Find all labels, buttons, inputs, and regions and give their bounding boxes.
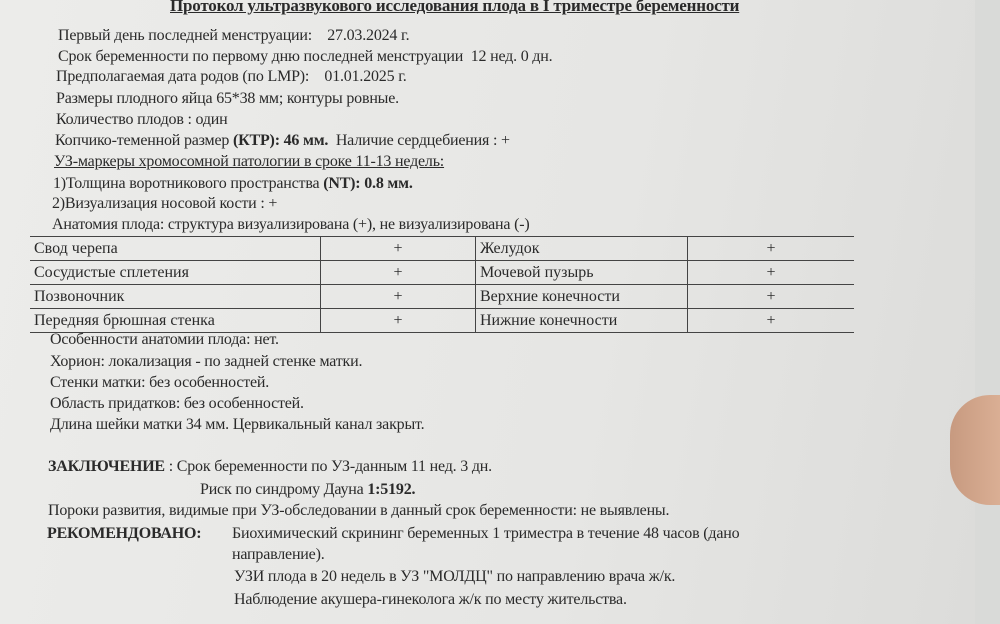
result-cell: + — [687, 260, 854, 285]
structure-cell: Мочевой пузырь — [475, 260, 688, 285]
lmp-value: 27.03.2024 г. — [327, 27, 410, 44]
finger — [950, 395, 1000, 505]
crl-value: (КТР): 46 мм. — [232, 132, 329, 149]
fetus-count-line: Количество плодов : один — [56, 111, 228, 128]
anatomy-features: Особенности анатомии плода: нет. — [50, 331, 279, 348]
risk-line: Риск по синдрому Дауна 1:5192. — [200, 481, 416, 499]
table-row: Позвоночник + Верхние конечности + — [30, 284, 854, 309]
structure-cell: Желудок — [475, 236, 688, 261]
document-title: Протокол ультразвукового исследования пл… — [170, 0, 740, 15]
ga-value: 12 нед. 0 дн. — [470, 48, 553, 65]
cervix-line: Длина шейки матки 34 мм. Цервикальный ка… — [50, 416, 425, 433]
chorion-line: Хорион: локализация - по задней стенке м… — [50, 353, 363, 370]
nt-line: 1)Толщина воротникового пространства (NT… — [53, 175, 413, 193]
result-cell: + — [320, 236, 476, 261]
result-cell: + — [687, 308, 854, 333]
structure-cell: Свод черепа — [30, 236, 321, 261]
defects-line: Пороки развития, видимые при УЗ-обследов… — [48, 502, 670, 519]
nt-value: (NT): 0.8 мм. — [323, 175, 413, 192]
crl-line: Копчико-теменной размер (КТР): 46 мм. На… — [55, 132, 510, 150]
conclusion-label: ЗАКЛЮЧЕНИЕ — [48, 458, 165, 475]
table-row: Свод черепа + Желудок + — [30, 236, 854, 261]
result-cell: + — [320, 284, 476, 309]
edd-line: Предполагаемая дата родов (по LMP): 01.0… — [56, 68, 407, 86]
markers-heading: УЗ-маркеры хромосомной патологии в сроке… — [54, 153, 445, 170]
document-page: Протокол ультразвукового исследования пл… — [0, 0, 975, 624]
structure-cell: Нижние конечности — [475, 308, 688, 333]
recommend-item: Биохимический скрининг беременных 1 трим… — [232, 525, 740, 542]
conclusion-line: ЗАКЛЮЧЕНИЕ : Срок беременности по УЗ-дан… — [48, 458, 492, 476]
recommend-label: РЕКОМЕНДОВАНО: — [47, 525, 202, 542]
ga-line: Срок беременности по первому дню последн… — [58, 48, 553, 66]
table-row: Передняя брюшная стенка + Нижние конечност… — [30, 308, 854, 333]
recommend-item: Наблюдение акушера-гинеколога ж/к по мес… — [234, 591, 627, 608]
result-cell: + — [320, 308, 476, 333]
risk-label: Риск по синдрому Дауна — [200, 481, 364, 498]
result-cell: + — [687, 236, 854, 261]
lmp-label: Первый день последней менструации: — [58, 27, 313, 44]
structure-cell: Верхние конечности — [475, 284, 688, 309]
structure-cell: Сосудистые сплетения — [30, 260, 321, 285]
recommend-item: УЗИ плода в 20 недель в УЗ "МОЛДЦ" по на… — [234, 568, 676, 585]
edd-value: 01.01.2025 г. — [324, 68, 407, 85]
anatomy-table: Свод черепа + Желудок + Сосудистые сплетени… — [30, 236, 854, 333]
result-cell: + — [687, 284, 854, 309]
uterine-walls-line: Стенки матки: без особенностей. — [50, 374, 270, 391]
nasal-bone-line: 2)Визуализация носовой кости : + — [52, 195, 278, 212]
adnexa-line: Область придатков: без особенностей. — [50, 395, 304, 412]
risk-value: 1:5192. — [367, 481, 416, 498]
heartbeat: Наличие сердцебиения : + — [335, 132, 510, 149]
structure-cell: Передняя брюшная стенка — [30, 308, 321, 333]
ga-label: Срок беременности по первому дню последн… — [58, 48, 464, 65]
recommend-item: направление). — [232, 546, 325, 563]
crl-label: Копчико-теменной размер — [55, 132, 230, 149]
structure-cell: Позвоночник — [30, 284, 321, 309]
sac-line: Размеры плодного яйца 65*38 мм; контуры … — [56, 90, 399, 107]
conclusion-text: : Срок беременности по УЗ-данным 11 нед.… — [168, 458, 492, 475]
nt-label: 1)Толщина воротникового пространства — [53, 175, 320, 192]
result-cell: + — [320, 260, 476, 285]
lmp-line: Первый день последней менструации: 27.03… — [58, 27, 410, 45]
edd-label: Предполагаемая дата родов (по LMP): — [56, 68, 310, 85]
table-row: Сосудистые сплетения + Мочевой пузырь + — [30, 260, 854, 285]
anatomy-heading: Анатомия плода: структура визуализирован… — [52, 216, 530, 233]
